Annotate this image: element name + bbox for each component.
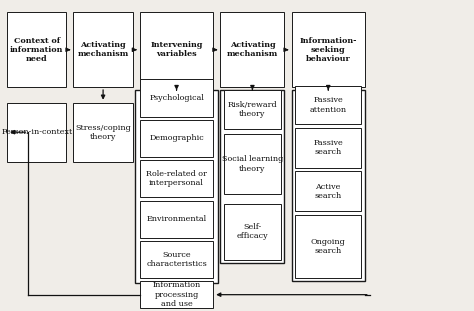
Bar bbox=[295, 215, 361, 278]
Bar bbox=[140, 281, 213, 308]
Bar bbox=[140, 241, 213, 278]
Bar bbox=[292, 12, 365, 87]
Text: Person-in-context: Person-in-context bbox=[1, 128, 73, 136]
Bar bbox=[7, 12, 66, 87]
Text: Active
search: Active search bbox=[314, 183, 342, 200]
Bar bbox=[224, 134, 281, 194]
Bar bbox=[140, 120, 213, 157]
Bar bbox=[7, 103, 66, 162]
Bar bbox=[220, 90, 284, 263]
Bar bbox=[73, 103, 133, 162]
Bar bbox=[140, 160, 213, 197]
Bar bbox=[292, 90, 365, 281]
Bar bbox=[295, 171, 361, 211]
Text: Role-related or
interpersonal: Role-related or interpersonal bbox=[146, 170, 207, 188]
Text: Self-
efficacy: Self- efficacy bbox=[237, 223, 268, 240]
Text: Social learning
theory: Social learning theory bbox=[221, 156, 283, 173]
Text: Intervening
variables: Intervening variables bbox=[150, 41, 203, 58]
Text: Passive
search: Passive search bbox=[313, 139, 343, 156]
Text: Risk/reward
theory: Risk/reward theory bbox=[228, 101, 277, 118]
Bar bbox=[140, 79, 213, 117]
Text: Stress/coping
theory: Stress/coping theory bbox=[75, 123, 131, 141]
Text: Source
characteristics: Source characteristics bbox=[146, 251, 207, 268]
Bar bbox=[140, 201, 213, 238]
Text: Environmental: Environmental bbox=[146, 215, 207, 223]
Text: Ongoing
search: Ongoing search bbox=[310, 238, 346, 255]
Text: Passive
attention: Passive attention bbox=[310, 96, 346, 114]
Bar bbox=[220, 12, 284, 87]
Bar bbox=[73, 12, 133, 87]
Text: Demographic: Demographic bbox=[149, 134, 204, 142]
Text: Activating
mechanism: Activating mechanism bbox=[77, 41, 129, 58]
Text: Information-
seeking
behaviour: Information- seeking behaviour bbox=[300, 37, 357, 63]
Bar bbox=[135, 90, 218, 283]
Bar bbox=[295, 86, 361, 124]
Text: Information
processing
and use: Information processing and use bbox=[153, 281, 201, 308]
Text: Activating
mechanism: Activating mechanism bbox=[227, 41, 278, 58]
Bar bbox=[224, 90, 281, 129]
Text: Context of
information
need: Context of information need bbox=[10, 37, 64, 63]
Bar bbox=[224, 204, 281, 260]
Text: Psychological: Psychological bbox=[149, 94, 204, 102]
Bar bbox=[295, 128, 361, 168]
Bar bbox=[140, 12, 213, 87]
